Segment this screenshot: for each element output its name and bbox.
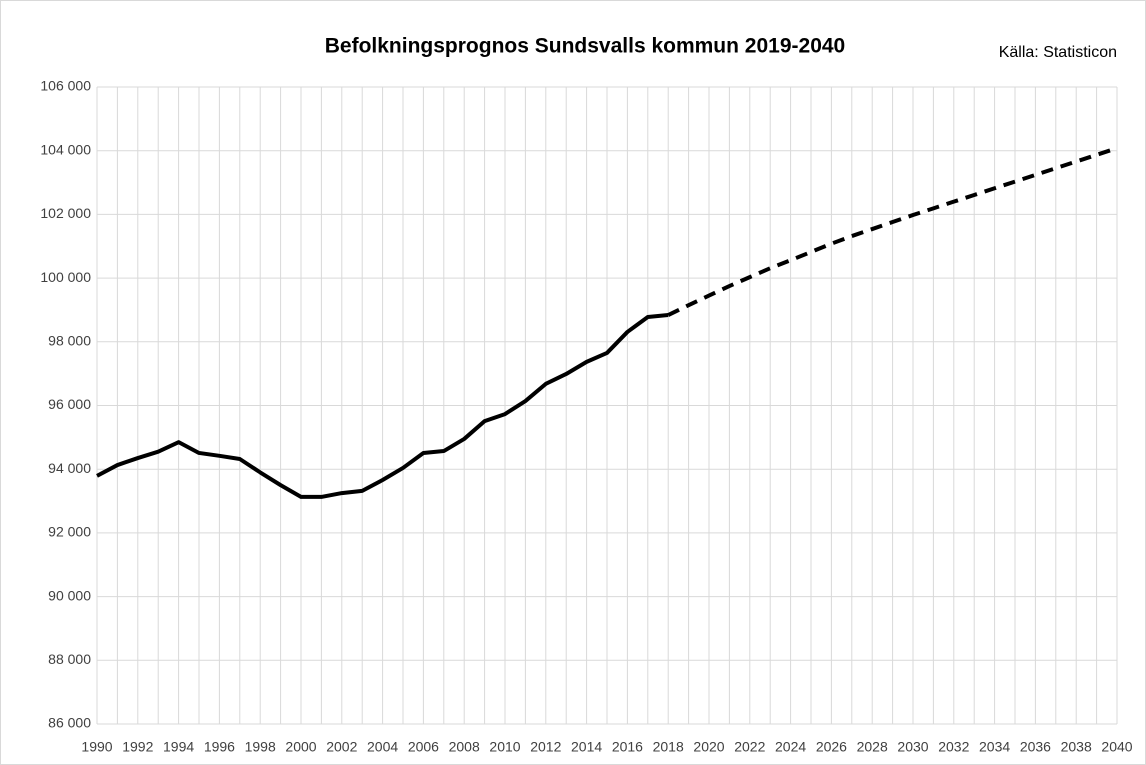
y-tick-label: 102 000: [40, 205, 91, 221]
annotation: Källa: Statisticon: [999, 44, 1117, 61]
x-tick-label: 1992: [122, 739, 153, 755]
x-tick-label: 2022: [734, 739, 765, 755]
x-tick-label: 2008: [449, 739, 480, 755]
y-tick-label: 98 000: [48, 333, 91, 349]
y-tick-label: 104 000: [40, 141, 91, 157]
x-tick-label: 2028: [857, 739, 888, 755]
x-tick-label: 2020: [693, 739, 724, 755]
y-tick-label: 106 000: [40, 78, 91, 94]
x-tick-label: 2030: [897, 739, 928, 755]
y-tick-label: 86 000: [48, 715, 91, 731]
x-tick-label: 2012: [530, 739, 561, 755]
x-tick-label: 1990: [81, 739, 112, 755]
x-tick-label: 2036: [1020, 739, 1051, 755]
x-tick-label: 2034: [979, 739, 1010, 755]
x-tick-label: 2026: [816, 739, 847, 755]
x-tick-label: 2000: [285, 739, 316, 755]
y-tick-label: 92 000: [48, 524, 91, 540]
x-tick-label: 2040: [1101, 739, 1132, 755]
line-series: [96, 313, 669, 499]
x-tick-label: 2016: [612, 739, 643, 755]
x-tick-label: 2024: [775, 739, 806, 755]
x-tick-label: 2006: [408, 739, 439, 755]
chart-title: Befolkningsprognos Sundsvalls kommun 201…: [325, 35, 845, 58]
y-tick-label: 100 000: [40, 269, 91, 285]
x-tick-label: 1996: [204, 739, 235, 755]
x-tick-label: 2010: [489, 739, 520, 755]
x-tick-label: 2018: [653, 739, 684, 755]
x-tick-label: 2032: [938, 739, 969, 755]
y-tick-label: 90 000: [48, 587, 91, 603]
y-tick-label: 96 000: [48, 396, 91, 412]
y-tick-label: 88 000: [48, 651, 91, 667]
x-tick-label: 2002: [326, 739, 357, 755]
x-tick-label: 2038: [1061, 739, 1092, 755]
x-tick-label: 1998: [245, 739, 276, 755]
x-tick-label: 1994: [163, 739, 194, 755]
line-series: [667, 146, 1118, 317]
y-tick-label: 94 000: [48, 460, 91, 476]
x-tick-label: 2004: [367, 739, 398, 755]
x-tick-label: 2014: [571, 739, 602, 755]
